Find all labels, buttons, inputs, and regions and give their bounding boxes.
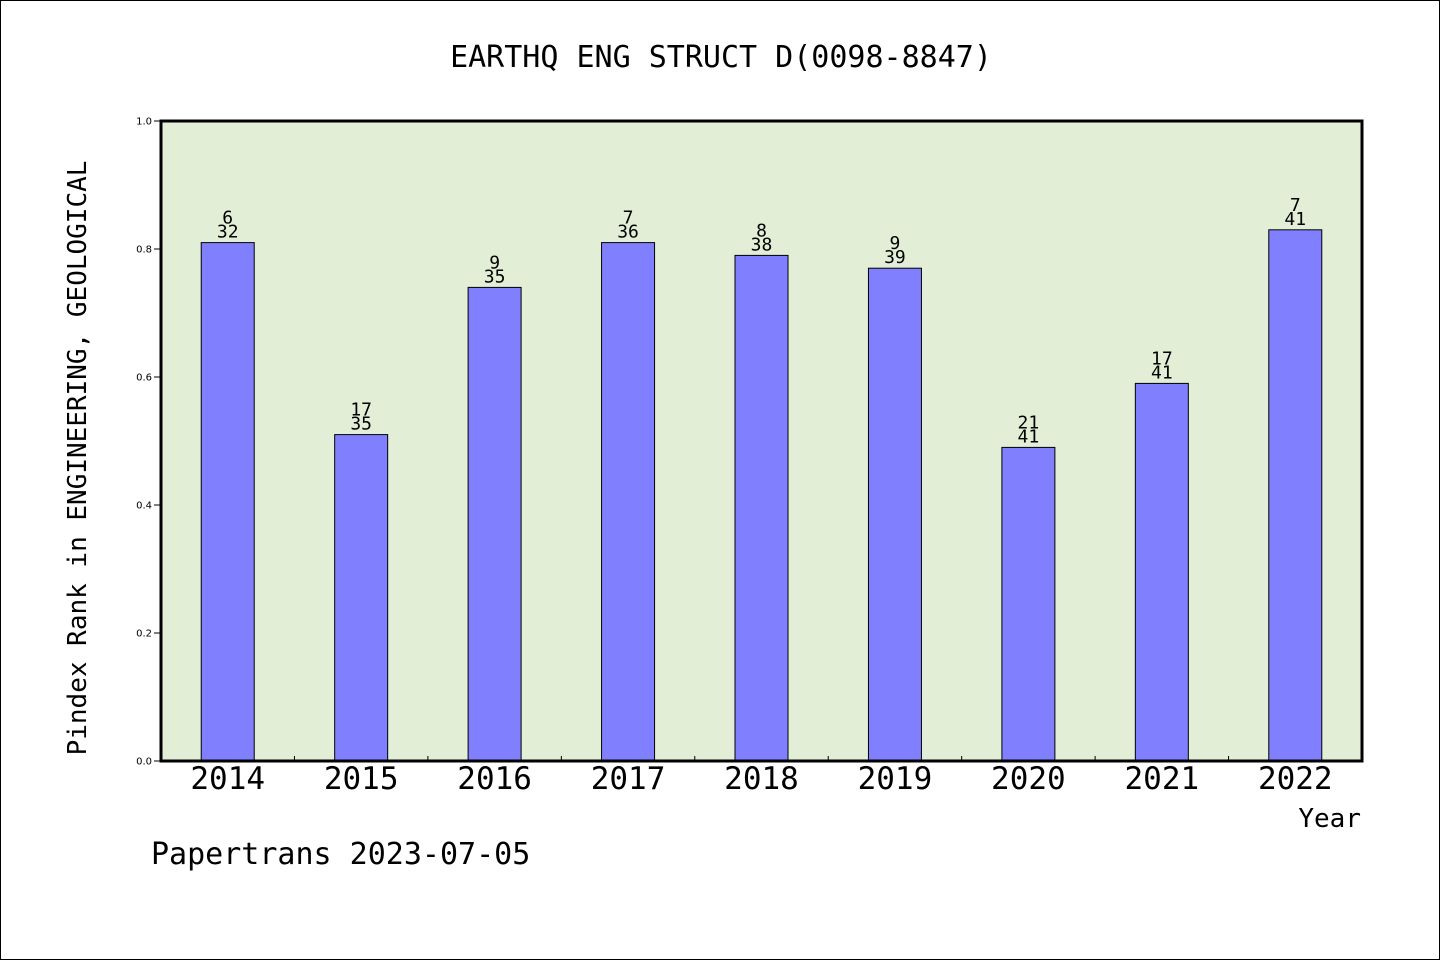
y-axis-label: Pindex Rank in ENGINEERING, GEOLOGICAL [63, 161, 93, 756]
rank-label-2018: 8 [756, 220, 767, 241]
x-tick-label-2015: 2015 [324, 761, 399, 797]
bar-2015 [334, 434, 389, 762]
total-label-2022: 41 [1284, 209, 1306, 230]
bar-2021 [1134, 382, 1189, 762]
total-label-2016: 35 [484, 266, 506, 287]
bar-2014 [200, 242, 255, 762]
total-label-2015: 35 [350, 414, 372, 435]
y-tick-label: 1.0 [136, 117, 152, 128]
x-axis-label: Year [1298, 804, 1361, 834]
bar-2018 [734, 254, 789, 762]
y-axis: 0.0 0.2 0.4 0.6 0.8 1.0 [136, 117, 161, 768]
rank-label-2014: 6 [222, 208, 233, 229]
bar-2016 [467, 286, 522, 762]
rank-label-2019: 9 [890, 233, 901, 254]
y-tick-label: 0.6 [136, 373, 152, 384]
bar-2022 [1268, 229, 1323, 762]
total-label-2021: 41 [1151, 362, 1173, 383]
y-tick-label: 0.2 [136, 629, 152, 640]
x-tick-label-2020: 2020 [991, 761, 1066, 797]
bars-layer [200, 229, 1323, 762]
total-label-2017: 36 [617, 222, 639, 243]
rank-label-2020: 21 [1018, 412, 1040, 433]
plot-border [159, 119, 1364, 763]
total-label-2020: 41 [1018, 426, 1040, 447]
rank-label-2016: 9 [489, 252, 500, 273]
bar-2020 [1001, 446, 1056, 762]
y-tick-label: 0.0 [136, 757, 152, 768]
x-tick-label-2019: 2019 [858, 761, 933, 797]
x-axis: 2014 2015 2016 2017 2018 2019 2020 2021 2022 [190, 756, 1333, 797]
rank-label-2017: 7 [623, 208, 634, 229]
rank-label-2022: 7 [1290, 195, 1301, 216]
total-label-2018: 38 [751, 234, 773, 255]
bar-2019 [867, 267, 922, 762]
rank-label-2021: 17 [1151, 348, 1173, 369]
x-tick-label-2017: 2017 [591, 761, 666, 797]
x-tick-label-2014: 2014 [190, 761, 265, 797]
x-tick-label-2018: 2018 [724, 761, 799, 797]
chart-title: EARTHQ ENG STRUCT D(0098-8847) [450, 40, 992, 75]
total-label-2019: 39 [884, 247, 906, 268]
x-tick-label-2021: 2021 [1125, 761, 1200, 797]
y-tick-label: 0.4 [136, 501, 152, 512]
rank-label-2015: 17 [350, 400, 372, 421]
total-label-2014: 32 [217, 222, 239, 243]
x-tick-label-2016: 2016 [457, 761, 532, 797]
bar-2017 [601, 242, 656, 762]
x-tick-label-2022: 2022 [1258, 761, 1333, 797]
footer-date: Papertrans 2023-07-05 [151, 837, 530, 872]
y-tick-label: 0.8 [136, 245, 152, 256]
